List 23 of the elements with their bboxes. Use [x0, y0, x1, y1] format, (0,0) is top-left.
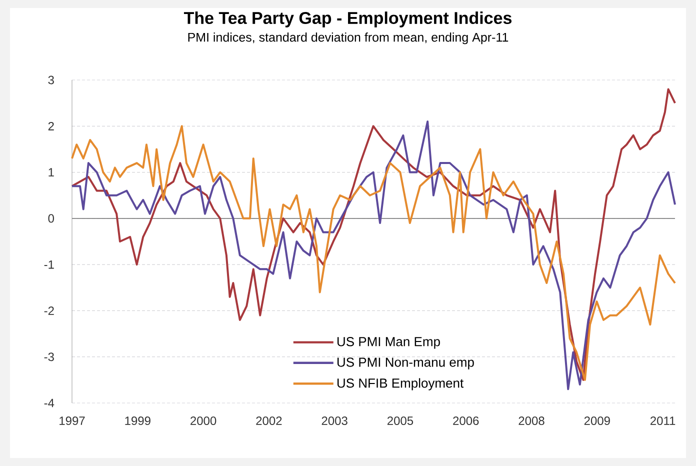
- x-tick-label: 1997: [60, 416, 85, 426]
- x-tick-label: 2005: [387, 416, 414, 426]
- x-tick-label: 1999: [125, 416, 150, 426]
- x-tick-label: 2008: [518, 416, 544, 426]
- x-tick-label: 2000: [190, 416, 216, 426]
- chart-subtitle: PMI indices, standard deviation from mean, ending Apr-11: [188, 32, 508, 44]
- legend-label: US PMI Man Emp: [337, 337, 440, 349]
- x-tick-label: 2006: [453, 416, 479, 426]
- x-tick-label: 2002: [256, 416, 282, 426]
- y-tick-label: -1: [44, 260, 54, 269]
- x-tick-label: 2009: [584, 416, 610, 426]
- y-tick-label: 2: [48, 122, 54, 130]
- legend-label: US PMI Non-manu emp: [337, 358, 474, 370]
- legend-label: US NFIB Employment: [337, 378, 464, 390]
- y-tick-label: 1: [48, 168, 54, 176]
- y-tick-label: -4: [44, 398, 54, 408]
- x-tick-label: 2003: [322, 416, 348, 426]
- y-tick-label: -2: [44, 306, 54, 315]
- y-tick-label: 0: [48, 214, 54, 223]
- y-tick-label: -3: [44, 352, 54, 362]
- y-tick-label: 3: [48, 76, 54, 84]
- chart-title: The Tea Party Gap - Employment Indices: [184, 12, 512, 28]
- x-tick-label: 2011: [650, 416, 676, 426]
